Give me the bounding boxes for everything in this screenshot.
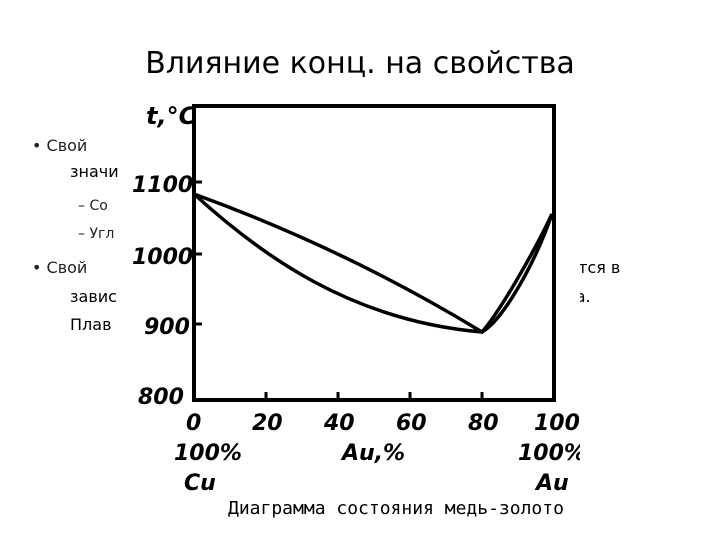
y-tick-label: 1000 <box>132 245 193 270</box>
diagram-caption: Диаграмма состояния медь-золото <box>228 498 564 519</box>
solidus-curve <box>192 192 554 334</box>
bullet-1: • Свой <box>32 136 87 155</box>
dash-symbol: – <box>78 198 85 214</box>
phase-diagram: t,°C 1100 1000 900 800 0 20 40 60 80 100… <box>132 102 580 496</box>
x-tick-label: 40 <box>323 411 355 436</box>
sub-bullet-2-text: Угл <box>89 226 115 242</box>
x-tick-label: 0 <box>186 411 201 436</box>
sub-bullet-1-text: Со <box>89 198 108 214</box>
bullet-symbol: • <box>32 258 42 277</box>
phase-diagram-image: t,°C 1100 1000 900 800 0 20 40 60 80 100… <box>122 96 580 506</box>
left-element-label: Cu <box>184 471 216 496</box>
y-tick-label: 900 <box>144 315 190 340</box>
y-tick-label: 1100 <box>132 173 193 198</box>
sub-bullet-1: – Со <box>78 198 108 214</box>
sub-bullet-2: – Угл <box>78 226 114 242</box>
x-tick-label: 20 <box>252 411 283 436</box>
slide-title: Влияние конц. на свойства <box>145 46 575 81</box>
bullet-2: • Свой <box>32 258 87 277</box>
x-tick-label: 100 <box>534 411 580 436</box>
bullet-symbol: • <box>32 136 42 155</box>
bullet-2-text: Свой <box>46 258 88 277</box>
dash-symbol: – <box>78 226 85 242</box>
x-tick-label: 60 <box>396 411 427 436</box>
bullet-1-text: Свой <box>46 136 88 155</box>
liquidus-curve <box>193 192 554 335</box>
bullet-2-line-3: Плав <box>70 315 112 334</box>
plot-frame <box>192 104 556 402</box>
y-axis-label: t,°C <box>146 102 197 130</box>
y-tick-label: 800 <box>138 385 184 410</box>
x-axis-label: Au,% <box>340 441 405 466</box>
right-element-label: Au <box>534 471 569 496</box>
right-percent: 100% <box>518 441 580 466</box>
bullet-2-line-2: завис <box>70 287 117 306</box>
left-percent: 100% <box>174 441 242 466</box>
x-tick-label: 80 <box>468 411 499 436</box>
bullet-1-line-2: значи <box>70 162 119 181</box>
